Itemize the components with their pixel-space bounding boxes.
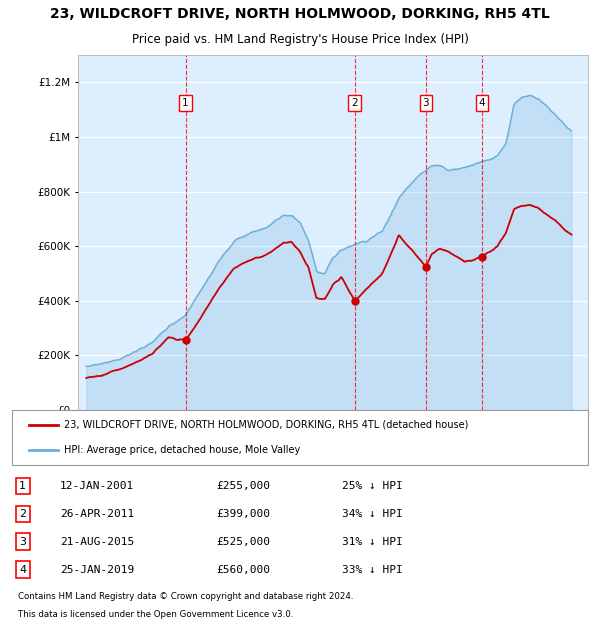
Text: £525,000: £525,000 xyxy=(216,537,270,547)
Text: 33% ↓ HPI: 33% ↓ HPI xyxy=(342,565,403,575)
Text: Contains HM Land Registry data © Crown copyright and database right 2024.: Contains HM Land Registry data © Crown c… xyxy=(18,592,353,601)
Text: 25% ↓ HPI: 25% ↓ HPI xyxy=(342,481,403,491)
Text: 31% ↓ HPI: 31% ↓ HPI xyxy=(342,537,403,547)
Text: Price paid vs. HM Land Registry's House Price Index (HPI): Price paid vs. HM Land Registry's House … xyxy=(131,33,469,46)
Text: 4: 4 xyxy=(19,565,26,575)
Text: 3: 3 xyxy=(19,537,26,547)
Text: HPI: Average price, detached house, Mole Valley: HPI: Average price, detached house, Mole… xyxy=(64,445,300,454)
Text: 25-JAN-2019: 25-JAN-2019 xyxy=(60,565,134,575)
Text: 4: 4 xyxy=(479,98,485,108)
Text: £399,000: £399,000 xyxy=(216,509,270,519)
Text: 3: 3 xyxy=(422,98,429,108)
Text: 23, WILDCROFT DRIVE, NORTH HOLMWOOD, DORKING, RH5 4TL (detached house): 23, WILDCROFT DRIVE, NORTH HOLMWOOD, DOR… xyxy=(64,420,468,430)
Text: 1: 1 xyxy=(182,98,189,108)
Text: 21-AUG-2015: 21-AUG-2015 xyxy=(60,537,134,547)
FancyBboxPatch shape xyxy=(12,410,588,465)
Text: 2: 2 xyxy=(352,98,358,108)
Text: 2: 2 xyxy=(19,509,26,519)
Text: 26-APR-2011: 26-APR-2011 xyxy=(60,509,134,519)
Text: This data is licensed under the Open Government Licence v3.0.: This data is licensed under the Open Gov… xyxy=(18,610,293,619)
Text: £560,000: £560,000 xyxy=(216,565,270,575)
Text: 1: 1 xyxy=(19,481,26,491)
Text: 12-JAN-2001: 12-JAN-2001 xyxy=(60,481,134,491)
Text: 23, WILDCROFT DRIVE, NORTH HOLMWOOD, DORKING, RH5 4TL: 23, WILDCROFT DRIVE, NORTH HOLMWOOD, DOR… xyxy=(50,7,550,20)
Text: 34% ↓ HPI: 34% ↓ HPI xyxy=(342,509,403,519)
Text: £255,000: £255,000 xyxy=(216,481,270,491)
